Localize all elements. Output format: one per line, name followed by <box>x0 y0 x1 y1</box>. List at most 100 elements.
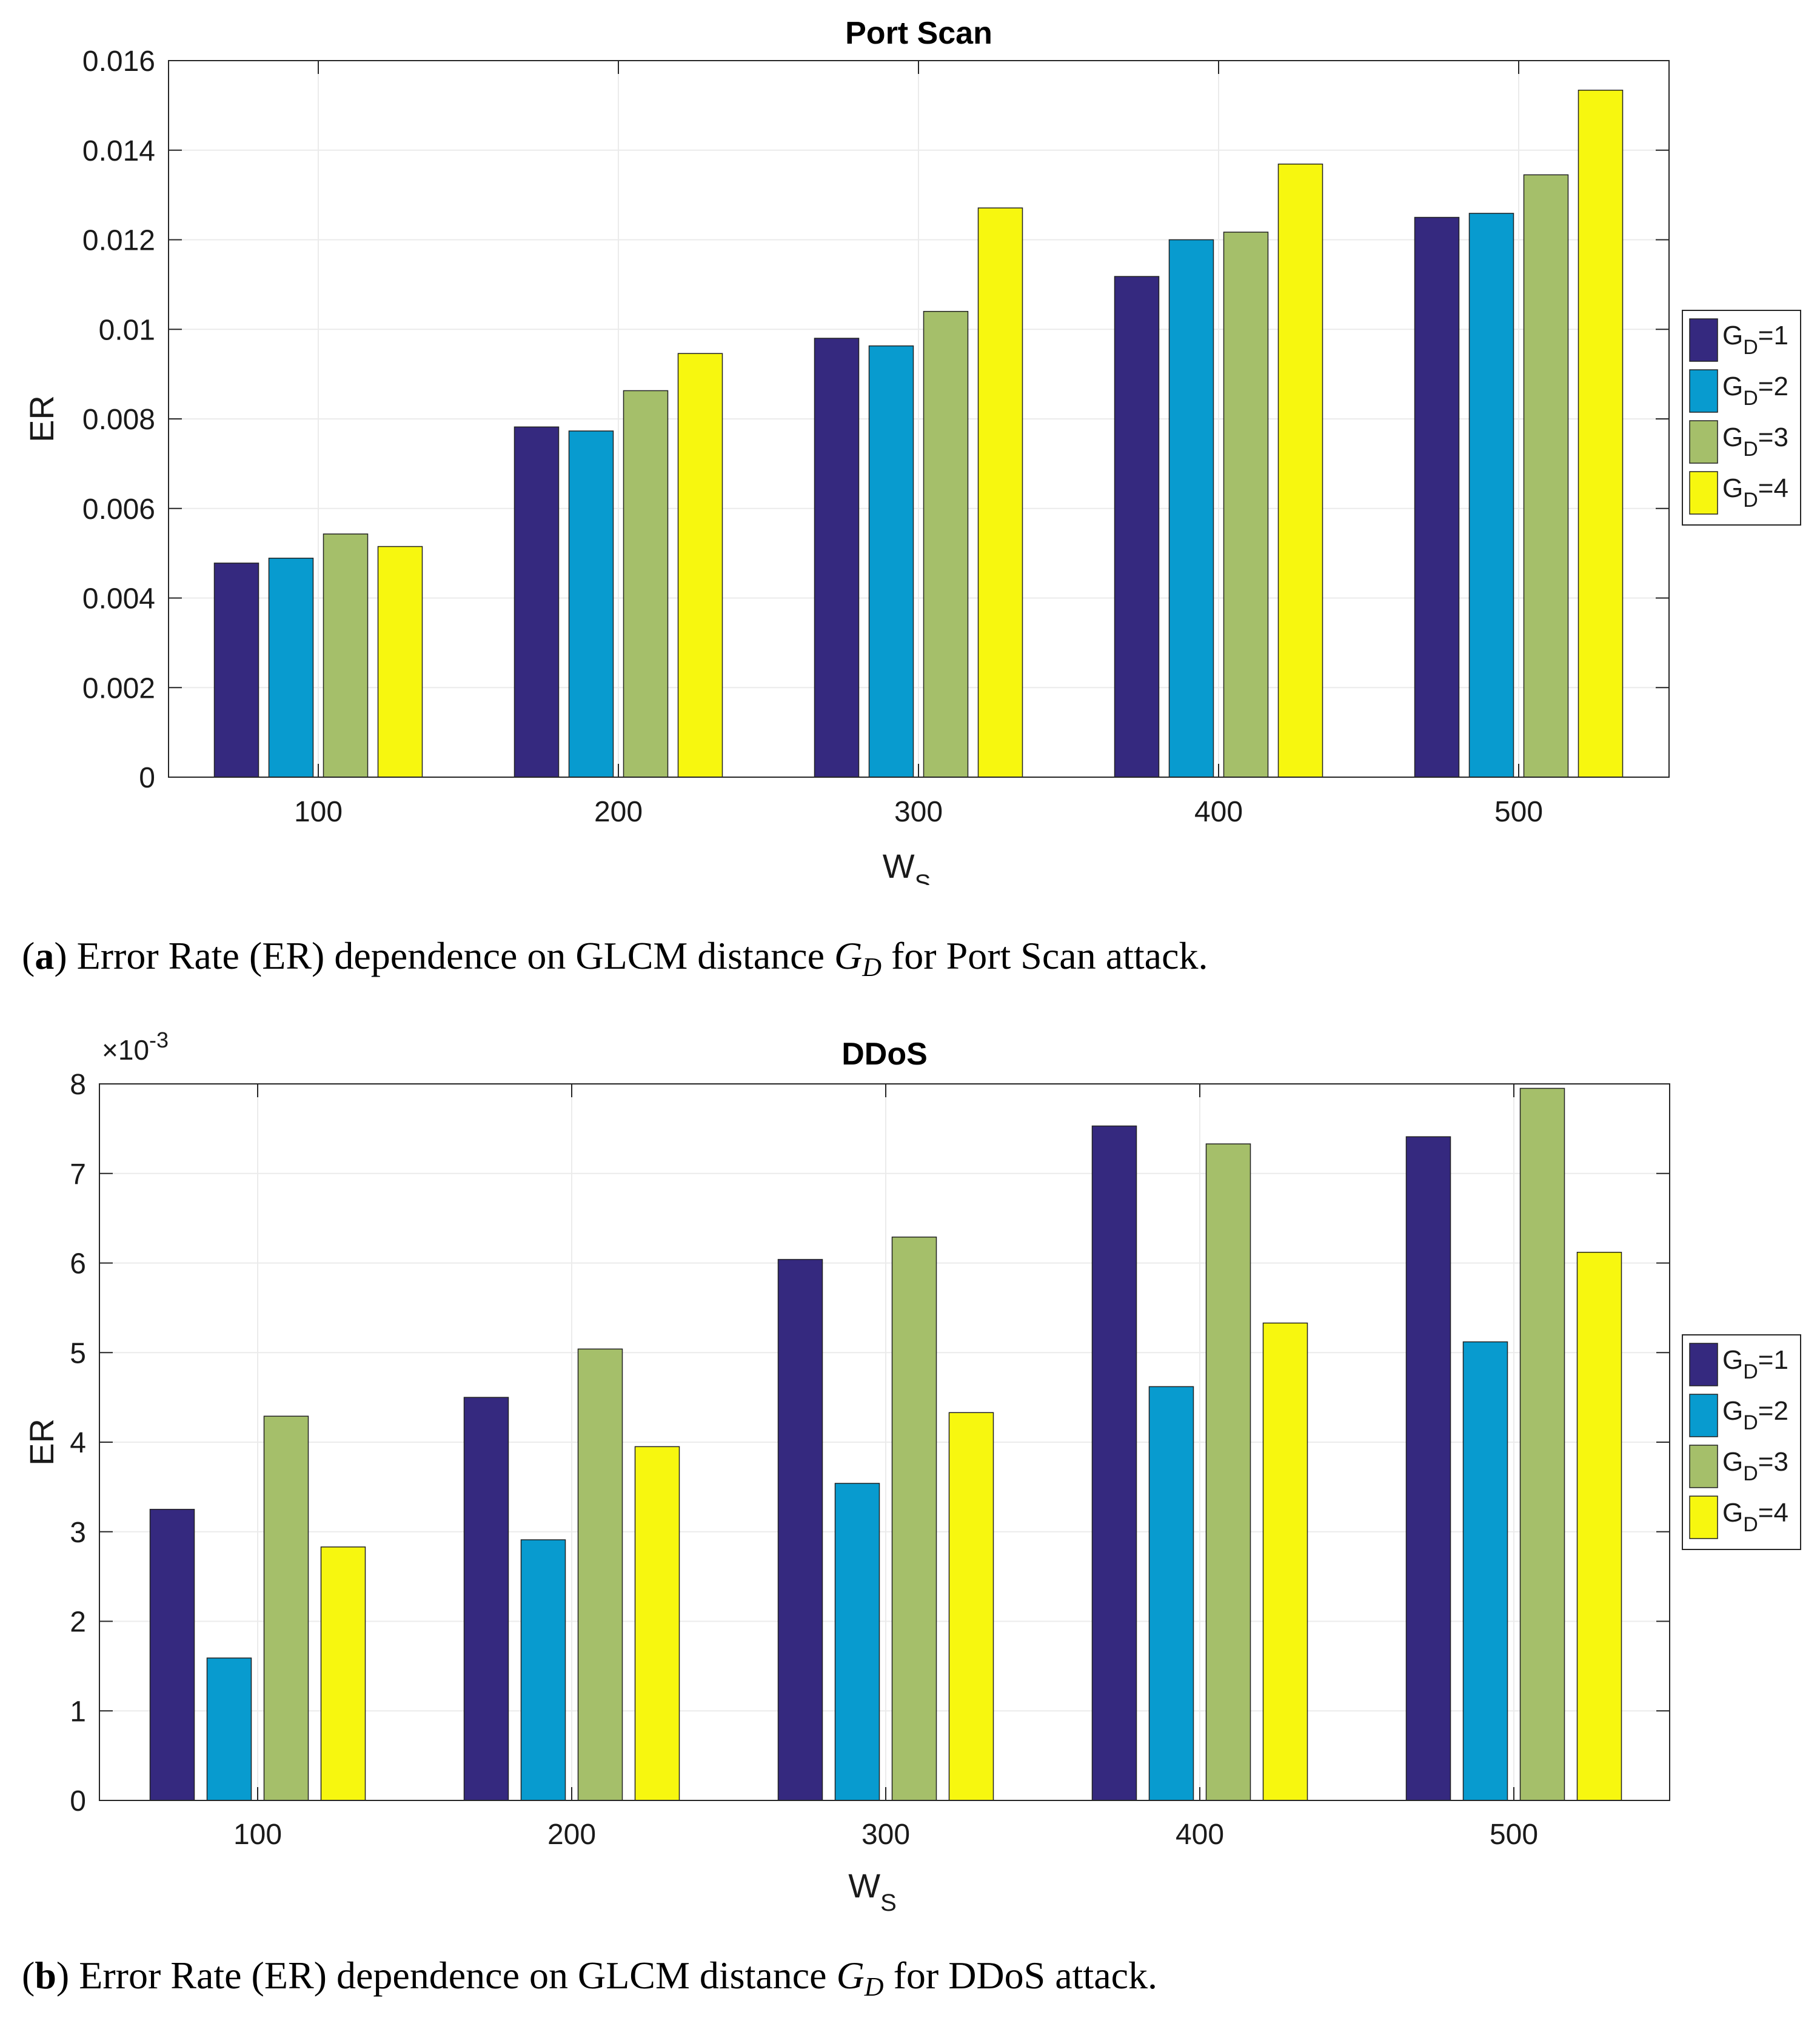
c0-ytick-label: 0.004 <box>82 583 155 615</box>
c0-bar <box>1577 90 1624 778</box>
c0-bar <box>1468 213 1514 778</box>
c0-ytick-label: 0.01 <box>99 314 155 346</box>
c1-xtick-label: 300 <box>861 1819 910 1851</box>
c0-legend-label: GD=4 <box>1722 473 1788 512</box>
c0-xtick-label: 300 <box>894 796 943 828</box>
c1-ytick-label: 6 <box>70 1248 86 1280</box>
c1-bar <box>1205 1143 1251 1801</box>
c0-bar <box>677 353 723 778</box>
c1-legend-label-sub: D <box>1743 1513 1758 1536</box>
c0-bar <box>1523 174 1569 778</box>
c1-legend-label-sub: D <box>1743 1462 1758 1485</box>
c1-legend-swatch <box>1689 1343 1718 1386</box>
c1-bar <box>1148 1386 1194 1801</box>
c0-legend-label-sub: D <box>1743 387 1758 410</box>
c0-xtick-label: 500 <box>1494 796 1543 828</box>
c1-ytick-label: 0 <box>70 1785 86 1817</box>
c0-ytick-label: 0.002 <box>82 672 155 704</box>
c0-bar <box>923 310 969 778</box>
c1-legend-label: GD=3 <box>1722 1447 1788 1485</box>
caption-a: (a) Error Rate (ER) dependence on GLCM d… <box>22 934 1208 982</box>
figure-b: 0 1 2 3 4 5 6 7 8 100 200 300 400 500 DDoS WS ER ×10-3 GD=… <box>0 1024 1820 1952</box>
c1-legend-label-tail: =3 <box>1758 1447 1788 1477</box>
c1-legend-label: GD=1 <box>1722 1345 1788 1383</box>
c1-xtick-label: 400 <box>1176 1819 1224 1851</box>
c1-legend-label-tail: =4 <box>1758 1498 1788 1528</box>
c0-x-axis-label-sub: S <box>915 870 931 885</box>
c1-legend-label-sub: D <box>1743 1360 1758 1383</box>
c1-y-exponent: ×10-3 <box>102 1028 169 1066</box>
caption-a-math-main: G <box>834 934 863 977</box>
port-scan-chart: 0 0.002 0.004 0.006 0.008 0.01 0.012 0.014 0.016… <box>22 16 1801 885</box>
caption-a-tag: a <box>35 934 55 977</box>
c1-xtick-label: 100 <box>233 1819 282 1851</box>
c1-bar <box>1519 1088 1565 1801</box>
c0-legend-label-main: G <box>1722 473 1743 503</box>
c0-bar <box>323 533 369 778</box>
c0-bar <box>868 345 914 778</box>
caption-b-math: GD <box>836 1954 884 2002</box>
c0-legend-label-tail: =2 <box>1758 372 1788 401</box>
c1-bar <box>463 1397 509 1801</box>
caption-b: (b) Error Rate (ER) dependence on GLCM d… <box>22 1954 1157 2002</box>
c0-xtick-label: 200 <box>594 796 643 828</box>
caption-b-text-before: Error Rate (ER) dependence on GLCM dista… <box>69 1954 837 1997</box>
c1-legend-label-tail: =1 <box>1758 1345 1788 1375</box>
c0-legend-label: GD=3 <box>1722 423 1788 461</box>
c1-bar <box>206 1657 252 1801</box>
c0-ytick-label: 0.016 <box>82 45 155 78</box>
c1-legend-label-sub: D <box>1743 1411 1758 1434</box>
c0-ytick-label: 0.014 <box>82 135 155 167</box>
c0-bar <box>1414 216 1460 778</box>
c0-legend-swatch <box>1689 420 1718 464</box>
c1-ytick-label: 1 <box>70 1696 86 1728</box>
c0-xtick-label: 400 <box>1194 796 1243 828</box>
c1-ytick-label: 5 <box>70 1337 86 1369</box>
caption-a-text-after: for Port Scan attack. <box>881 934 1208 977</box>
c1-legend-label-main: G <box>1722 1345 1743 1375</box>
c0-legend-label-main: G <box>1722 372 1743 401</box>
c0-bar <box>377 546 423 778</box>
c0-legend-label: GD=2 <box>1722 372 1788 410</box>
c1-bar <box>634 1446 680 1801</box>
caption-b-tag: b <box>35 1954 56 1997</box>
c1-bar <box>149 1509 195 1801</box>
c0-legend-label-sub: D <box>1743 336 1758 359</box>
c1-bar <box>520 1539 566 1801</box>
c0-bar <box>1168 239 1214 778</box>
c0-x-axis-label-main: W <box>883 847 915 885</box>
caption-b-math-main: G <box>836 1954 865 1997</box>
c0-legend-label: GD=1 <box>1722 321 1788 359</box>
c0-ytick-label: 0.012 <box>82 225 155 257</box>
c1-y-exponent-base: ×10 <box>102 1034 149 1066</box>
c1-chart-title: DDoS <box>841 1037 928 1072</box>
c0-legend-label-tail: =3 <box>1758 423 1788 452</box>
c0-bar <box>977 207 1023 778</box>
c1-bar <box>1091 1125 1137 1801</box>
c0-bar <box>568 430 614 778</box>
caption-b-math-sub: D <box>864 1972 884 2002</box>
c0-bar <box>623 390 669 778</box>
c0-legend-swatch <box>1689 318 1718 362</box>
c1-bar <box>1262 1322 1308 1801</box>
c0-bar <box>1223 232 1269 778</box>
figure-a: 0 0.002 0.004 0.006 0.008 0.01 0.012 0.014 0.016… <box>0 0 1820 885</box>
c1-legend-label-main: G <box>1722 1498 1743 1528</box>
c0-legend-label-main: G <box>1722 321 1743 350</box>
c1-xtick-label: 500 <box>1490 1819 1538 1851</box>
c1-bar <box>320 1546 366 1801</box>
c0-legend-label-sub: D <box>1743 489 1758 512</box>
c1-x-axis-label-main: W <box>848 1867 880 1905</box>
c0-x-axis-label: WS <box>883 847 931 885</box>
c1-ytick-label: 2 <box>70 1606 86 1639</box>
c0-y-axis-label: ER <box>22 395 61 443</box>
c0-legend-label-tail: =1 <box>1758 321 1788 350</box>
c1-bar <box>263 1415 309 1801</box>
c0-bar <box>1277 163 1323 778</box>
c1-legend-swatch <box>1689 1496 1718 1539</box>
c0-bar <box>213 563 259 778</box>
c1-bar <box>777 1258 823 1801</box>
c1-x-axis-label-sub: S <box>880 1890 897 1916</box>
c1-legend-label-main: G <box>1722 1396 1743 1426</box>
